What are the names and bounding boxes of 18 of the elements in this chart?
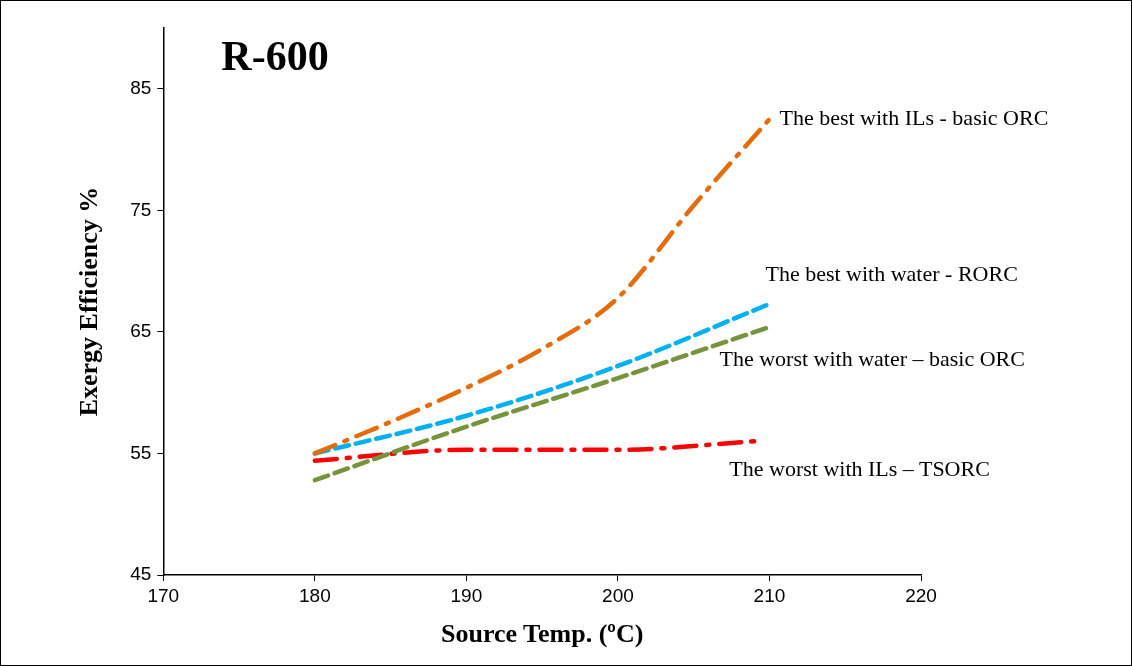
x-tick-label: 190: [450, 584, 483, 606]
y-tick-label: 85: [130, 77, 152, 99]
x-tick-label: 170: [147, 584, 180, 606]
chart-title: R-600: [221, 32, 329, 79]
x-tick-label: 180: [299, 584, 331, 606]
y-tick-label: 45: [130, 563, 152, 585]
y-tick-label: 65: [130, 320, 152, 342]
x-tick-label: 220: [905, 584, 937, 606]
series-label: The best with ILs - basic ORC: [779, 104, 1049, 130]
series-label: The best with water - RORC: [765, 260, 1018, 286]
series-label: The worst with water – basic ORC: [719, 345, 1025, 371]
x-tick-label: 210: [753, 584, 786, 606]
y-tick-label: 75: [130, 198, 152, 220]
x-tick-label: 200: [602, 584, 634, 606]
series-label: The worst with ILs – TSORC: [729, 456, 990, 482]
x-axis-title: Source Temp. (ºC): [440, 619, 644, 649]
y-axis-title: Exergy Efficiency %: [74, 186, 104, 417]
y-tick-label: 55: [130, 441, 152, 463]
